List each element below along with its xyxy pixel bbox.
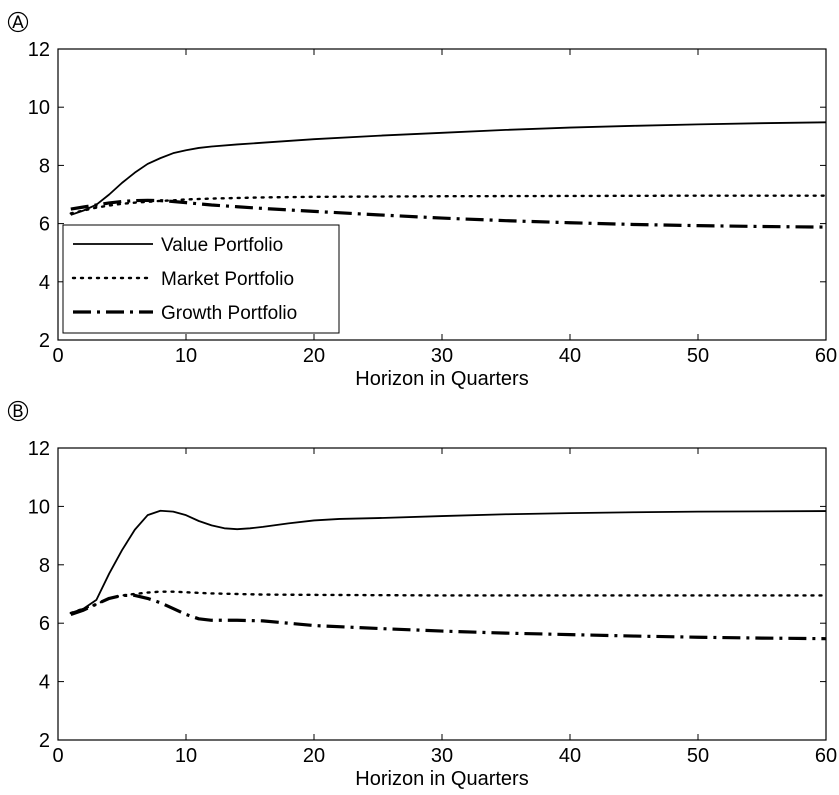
y-tick-label: 8 [39,555,50,577]
panel-label: A [7,11,29,33]
y-tick-label: 6 [39,214,50,236]
x-tick-label: 10 [175,345,197,367]
series-line-growth-portfolio [70,593,827,641]
y-tick-label: 2 [39,330,50,352]
plot-area [57,447,827,741]
legend-label: Growth Portfolio [161,303,297,324]
panel-label-text: B [12,402,24,422]
x-tick-label: 0 [52,745,63,767]
x-tick-label: 40 [559,745,581,767]
x-tick-label: 40 [559,345,581,367]
legend: Value Portfolio Market Portfolio Growth Po… [62,224,340,334]
x-tick-label: 0 [52,345,63,367]
x-axis-title: Horizon in Quarters [355,368,528,390]
x-tick-label: 30 [431,745,453,767]
legend-label: Value Portfolio [161,235,283,256]
y-tick-label: 12 [28,438,50,460]
legend-label: Market Portfolio [161,269,294,290]
legend-box [62,224,340,334]
panel-label-circle [7,11,29,33]
series-line-market-portfolio [69,194,828,215]
panel-A: A 0 10 20 30 40 50 60 2 4 6 8 10 12 Horizon in Quarter… [7,11,837,390]
series-line-value-portfolio [70,121,827,216]
y-tick-label: 4 [39,672,50,694]
panel-label-circle [7,400,29,422]
series-line-growth-portfolio [70,198,827,229]
x-tick-label: 30 [431,345,453,367]
series-line-market-portfolio [69,590,828,615]
y-tick-label: 12 [28,39,50,61]
y-tick-label: 8 [39,155,50,177]
x-axis-title: Horizon in Quarters [355,768,528,790]
y-tick-label: 4 [39,272,50,294]
y-tick-label: 6 [39,613,50,635]
x-tick-label: 20 [303,345,325,367]
x-tick-label: 50 [687,345,709,367]
x-tick-label: 60 [815,345,837,367]
panel-label: B [7,400,29,422]
x-tick-label: 20 [303,745,325,767]
x-tick-label: 50 [687,745,709,767]
y-tick-label: 2 [39,730,50,752]
y-tick-label: 10 [28,97,50,119]
panel-B: B 0 10 20 30 40 50 60 2 4 6 8 10 12 Horizon in Quarter… [7,400,837,790]
x-tick-label: 10 [175,745,197,767]
series-line-value-portfolio [70,509,827,614]
y-tick-label: 10 [28,496,50,518]
panel-label-text: A [12,13,24,33]
x-tick-label: 60 [815,745,837,767]
